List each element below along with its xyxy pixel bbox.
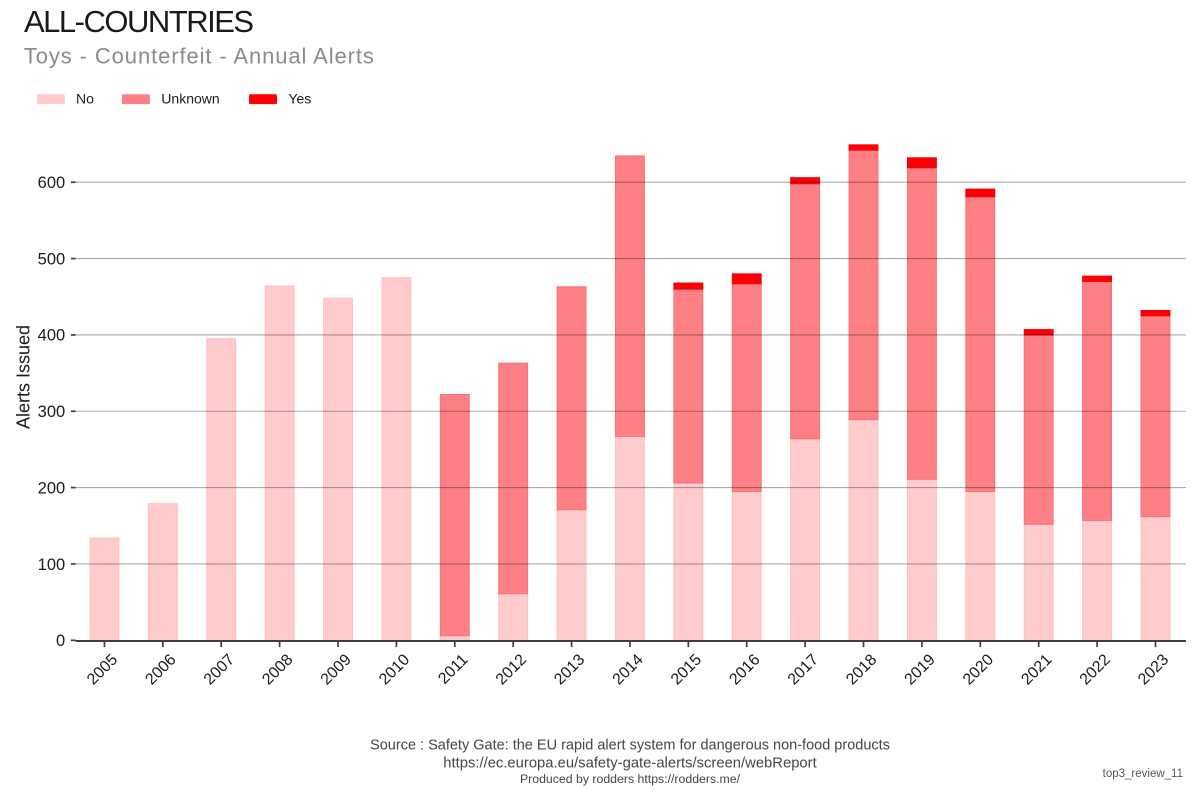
svg-text:400: 400 bbox=[38, 327, 66, 345]
svg-text:100: 100 bbox=[38, 556, 66, 574]
svg-text:Source : Safety Gate: the EU r: Source : Safety Gate: the EU rapid alert… bbox=[370, 738, 890, 754]
svg-text:https://ec.europa.eu/safety-ga: https://ec.europa.eu/safety-gate-alerts/… bbox=[443, 755, 816, 771]
svg-text:0: 0 bbox=[56, 632, 65, 650]
svg-text:Yes: Yes bbox=[288, 91, 311, 107]
svg-text:ALL-COUNTRIES: ALL-COUNTRIES bbox=[24, 4, 253, 39]
svg-text:Unknown: Unknown bbox=[161, 91, 219, 107]
svg-text:300: 300 bbox=[38, 403, 66, 421]
svg-text:top3_review_11: top3_review_11 bbox=[1103, 768, 1183, 780]
svg-text:Produced by rodders https://ro: Produced by rodders https://rodders.me/ bbox=[520, 772, 741, 786]
svg-text:Toys - Counterfeit - Annual Al: Toys - Counterfeit - Annual Alerts bbox=[24, 44, 375, 69]
svg-text:Alerts Issued: Alerts Issued bbox=[14, 325, 34, 429]
svg-text:500: 500 bbox=[38, 250, 66, 268]
svg-text:200: 200 bbox=[38, 479, 66, 497]
svg-text:No: No bbox=[76, 91, 94, 107]
svg-text:600: 600 bbox=[38, 174, 66, 192]
